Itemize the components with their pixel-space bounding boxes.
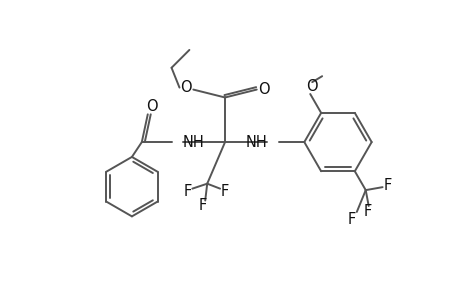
Text: F: F — [199, 198, 207, 213]
Text: O: O — [180, 80, 192, 95]
Text: O: O — [146, 99, 157, 114]
Text: NH: NH — [246, 135, 267, 150]
Text: F: F — [382, 178, 391, 193]
Text: F: F — [183, 184, 191, 199]
Text: F: F — [220, 184, 229, 199]
Text: O: O — [257, 82, 269, 97]
Text: F: F — [363, 204, 371, 219]
Text: F: F — [347, 212, 355, 227]
Text: O: O — [306, 79, 317, 94]
Text: NH: NH — [182, 135, 204, 150]
